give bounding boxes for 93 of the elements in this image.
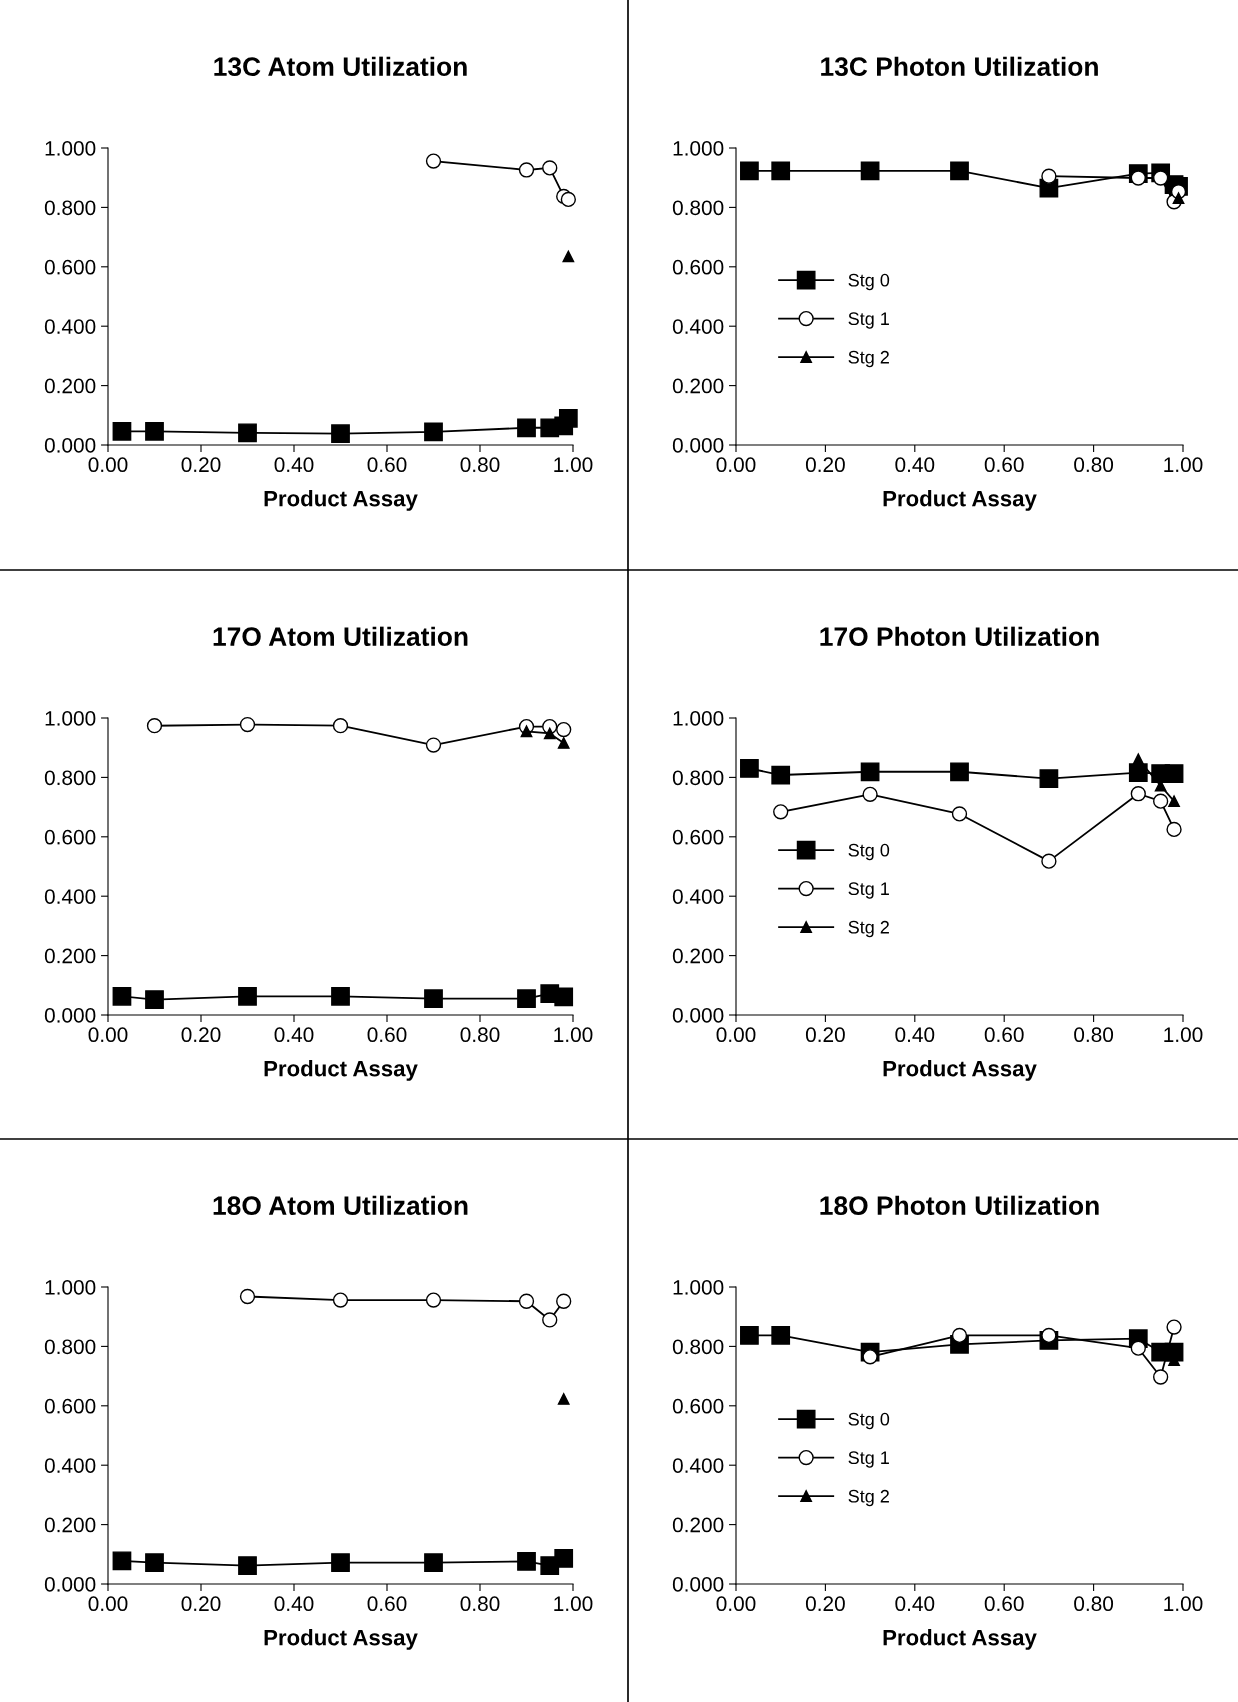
x-axis-title: Product Assay	[264, 1060, 418, 1081]
y-tick-label: 0.000	[672, 438, 724, 453]
y-tick-label: 0.400	[672, 889, 724, 904]
x-tick-label: 0.40	[274, 1596, 314, 1612]
y-tick-label: 1.000	[45, 711, 96, 726]
x-axis-title: Product Assay	[883, 1060, 1037, 1081]
x-tick-label: 0.80	[1074, 1027, 1114, 1043]
x-tick-label: 0.40	[274, 457, 314, 473]
x-tick-label: 0.00	[88, 1596, 128, 1612]
x-tick-label: 0.60	[367, 457, 407, 473]
y-tick-label: 0.200	[44, 378, 96, 394]
chart-title: 13C Photon Utilization	[821, 56, 1098, 77]
x-tick-label: 1.00	[1164, 1027, 1203, 1043]
y-tick-label: 0.800	[44, 770, 96, 786]
x-tick-label: 0.40	[274, 1027, 314, 1043]
x-tick-label: 0.60	[984, 1027, 1024, 1043]
x-tick-label: 0.60	[367, 1027, 407, 1043]
x-tick-label: 0.00	[88, 1027, 128, 1043]
y-tick-label: 0.000	[44, 438, 96, 453]
x-tick-label: 0.00	[716, 1027, 756, 1043]
chart-title: 18O Photon Utilization	[820, 1195, 1099, 1216]
x-tick-label: 0.60	[984, 457, 1024, 473]
y-tick-label: 0.400	[44, 319, 96, 334]
y-tick-label: 0.200	[672, 1517, 724, 1533]
x-tick-label: 0.80	[460, 457, 500, 473]
legend-label: Stg 1	[848, 1451, 889, 1468]
x-tick-label: 0.00	[88, 457, 128, 473]
x-tick-label: 0.20	[181, 1596, 221, 1612]
y-tick-label: 0.200	[672, 378, 724, 394]
x-tick-label: 0.40	[895, 1027, 935, 1043]
x-tick-label: 0.60	[984, 1596, 1024, 1612]
x-tick-label: 1.00	[554, 457, 593, 473]
x-tick-label: 1.00	[1164, 457, 1203, 473]
chart-title: 17O Atom Utilization	[213, 626, 468, 647]
y-tick-label: 0.000	[672, 1577, 724, 1592]
y-tick-label: 0.200	[44, 948, 96, 964]
x-tick-label: 0.20	[181, 1027, 221, 1043]
y-tick-label: 0.200	[672, 948, 724, 964]
x-tick-label: 0.20	[805, 1027, 845, 1043]
legend-label: Stg 0	[848, 273, 890, 291]
legend-label: Stg 2	[848, 1489, 889, 1507]
y-tick-label: 1.000	[673, 141, 724, 156]
x-tick-label: 0.80	[460, 1596, 500, 1612]
y-tick-label: 0.800	[672, 1339, 724, 1355]
y-tick-label: 0.600	[44, 1398, 96, 1414]
legend-label: Stg 1	[848, 882, 889, 899]
y-tick-label: 0.600	[44, 829, 96, 845]
y-tick-label: 0.400	[44, 1458, 96, 1473]
y-tick-label: 0.400	[44, 889, 96, 904]
x-axis-title: Product Assay	[883, 490, 1037, 511]
chart-title: 13C Atom Utilization	[214, 56, 467, 77]
y-tick-label: 0.400	[672, 1458, 724, 1473]
y-tick-label: 0.600	[672, 1398, 724, 1414]
y-tick-label: 0.600	[672, 829, 724, 845]
legend-label: Stg 1	[848, 312, 889, 329]
y-tick-label: 0.800	[672, 770, 724, 786]
x-tick-label: 0.60	[367, 1596, 407, 1612]
x-tick-label: 0.20	[805, 457, 845, 473]
y-tick-label: 0.000	[44, 1008, 96, 1023]
y-tick-label: 0.800	[44, 200, 96, 216]
x-tick-label: 1.00	[554, 1596, 593, 1612]
x-axis-title: Product Assay	[883, 1629, 1037, 1650]
y-tick-label: 1.000	[673, 711, 724, 726]
x-tick-label: 0.20	[805, 1596, 845, 1612]
y-tick-label: 0.800	[672, 200, 724, 216]
chart-title: 18O Atom Utilization	[213, 1195, 468, 1216]
y-tick-label: 0.800	[44, 1339, 96, 1355]
x-tick-label: 1.00	[1164, 1596, 1203, 1612]
legend-label: Stg 0	[848, 843, 890, 861]
y-tick-label: 0.600	[672, 259, 724, 275]
chart-title: 17O Photon Utilization	[820, 626, 1099, 647]
legend-label: Stg 0	[848, 1412, 890, 1430]
x-axis-title: Product Assay	[264, 1629, 418, 1650]
y-tick-label: 1.000	[45, 1280, 96, 1295]
x-tick-label: 0.80	[1074, 457, 1114, 473]
x-tick-label: 0.40	[895, 457, 935, 473]
y-tick-label: 0.200	[44, 1517, 96, 1533]
y-tick-label: 1.000	[45, 141, 96, 156]
x-tick-label: 0.00	[716, 457, 756, 473]
x-axis-title: Product Assay	[264, 490, 418, 511]
y-tick-label: 0.400	[672, 319, 724, 334]
legend-label: Stg 2	[848, 350, 889, 368]
x-tick-label: 1.00	[554, 1027, 593, 1043]
x-tick-label: 0.00	[716, 1596, 756, 1612]
x-tick-label: 0.80	[1074, 1596, 1114, 1612]
y-tick-label: 0.600	[44, 259, 96, 275]
y-tick-label: 0.000	[44, 1577, 96, 1592]
x-tick-label: 0.20	[181, 457, 221, 473]
legend-label: Stg 2	[848, 920, 889, 938]
y-tick-label: 0.000	[672, 1008, 724, 1023]
x-tick-label: 0.40	[895, 1596, 935, 1612]
y-tick-label: 1.000	[673, 1280, 724, 1295]
x-tick-label: 0.80	[460, 1027, 500, 1043]
